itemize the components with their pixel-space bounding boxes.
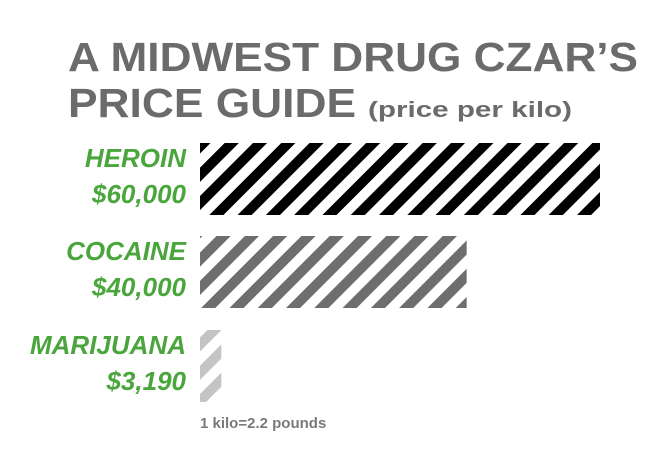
bar-marijuana (200, 330, 222, 402)
chart-title-line2: PRICE GUIDE (68, 80, 356, 126)
chart-title-line1: A MIDWEST DRUG CZAR’S (68, 34, 638, 80)
chart-subtitle: (price per kilo) (368, 97, 572, 122)
value-label-heroin: $60,000 (91, 179, 187, 209)
bar-cocaine (200, 236, 467, 308)
value-label-cocaine: $40,000 (91, 272, 187, 302)
bars-group: HEROIN $60,000 COCAINE $40,000 MARIJUANA $3,1… (30, 143, 600, 402)
category-label-cocaine: COCAINE (66, 236, 187, 266)
value-label-marijuana: $3,190 (105, 366, 186, 396)
bar-heroin (200, 143, 600, 215)
category-label-heroin: HEROIN (85, 143, 187, 173)
category-label-marijuana: MARIJUANA (30, 330, 186, 360)
chart-footnote: 1 kilo=2.2 pounds (200, 415, 326, 432)
